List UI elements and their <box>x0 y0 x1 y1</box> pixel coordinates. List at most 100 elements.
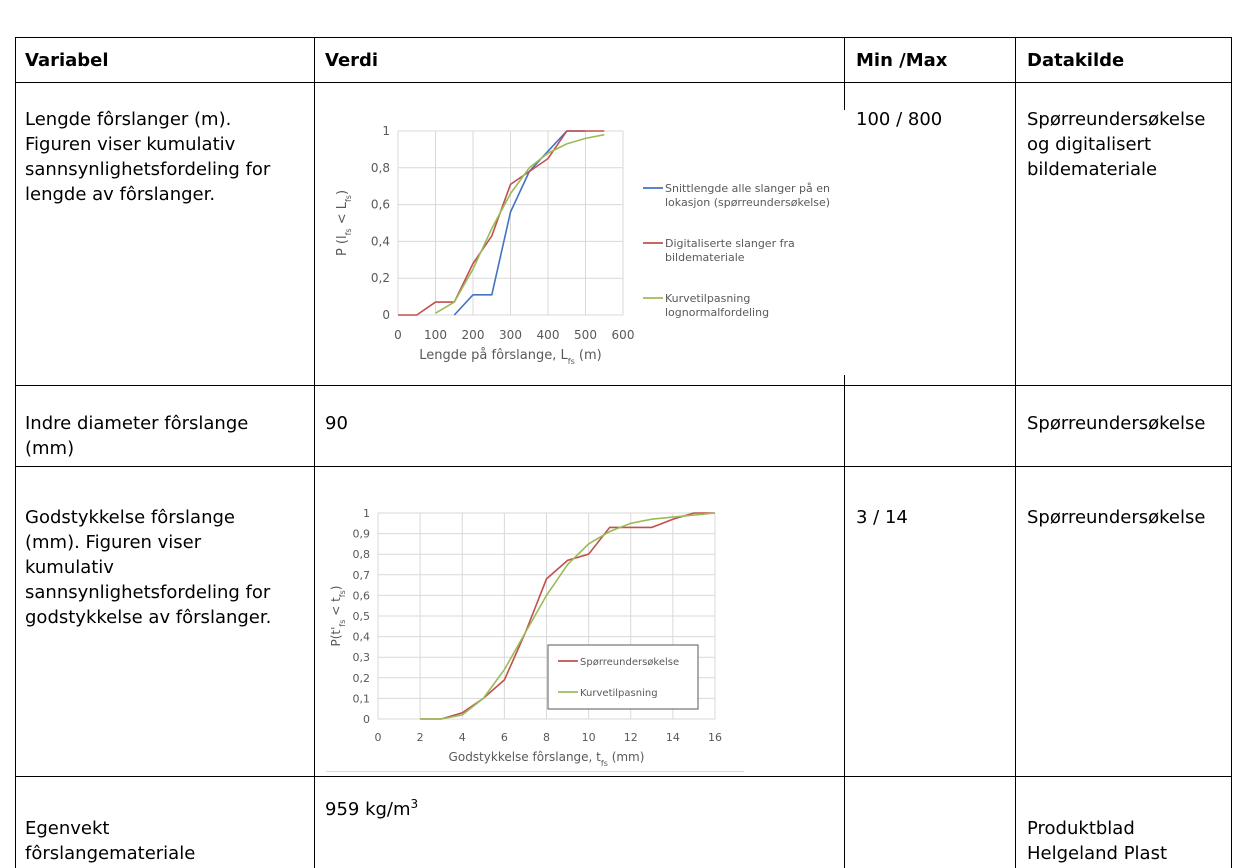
x-tick-label: 14 <box>666 731 680 744</box>
legend-label: Spørreundersøkelse <box>580 657 679 668</box>
row-4-datakilde-line: Produktblad <box>1027 818 1135 839</box>
y-tick-label: 0,6 <box>353 589 371 602</box>
x-axis-label: Godstykkelse fôrslange, tfs (mm) <box>449 750 645 768</box>
row-3-minmax: 3 / 14 <box>856 507 908 528</box>
legend-box <box>547 644 699 710</box>
y-tick-label: 0,2 <box>371 271 390 285</box>
row-4-datakilde: Produktblad Helgeland Plast <box>1027 816 1227 866</box>
column-divider-1 <box>314 37 315 868</box>
legend-label: Kurvetilpasning <box>665 292 750 305</box>
series-line-2 <box>398 130 605 316</box>
row-2-variabel-line: Indre diameter fôrslange <box>25 413 249 434</box>
y-tick-label: 1 <box>382 124 390 138</box>
series-line-1 <box>420 512 715 720</box>
row-3-variabel-line: (mm). Figuren viser <box>25 532 202 553</box>
y-tick-label: 1 <box>363 507 370 520</box>
length-distribution-chart: 0 100 200 300 400 500 600 0 0,2 0,4 0,6 0,8 1 Lengde … <box>330 110 848 375</box>
series-line-1 <box>453 130 586 316</box>
row-1-border <box>15 385 1232 386</box>
header-row-border <box>15 82 1232 83</box>
row-2-datakilde: Spørreundersøkelse <box>1027 413 1206 434</box>
row-4-verdi: 959 kg/m3 <box>325 792 418 822</box>
row-4-verdi-value: 959 kg/m <box>325 799 411 820</box>
y-tick-label: 0 <box>382 308 390 322</box>
x-tick-label: 600 <box>612 328 635 342</box>
row-1-variabel-line: Lengde fôrslanger (m). <box>25 109 232 130</box>
legend-label: Digitaliserte slanger fra <box>665 237 795 250</box>
y-tick-label: 0,6 <box>371 198 390 212</box>
y-tick-label: 0,5 <box>353 610 371 623</box>
thickness-cdf-svg: 0 2 4 6 8 10 12 14 16 0 0,1 0,2 0,3 0,4 0,5 0,6 0,7 0,8 0,… <box>329 507 722 768</box>
row-4-datakilde-line: Helgeland Plast <box>1027 843 1168 864</box>
x-tick-label: 16 <box>708 731 722 744</box>
row-4-variabel-line: fôrslangemateriale <box>25 843 196 864</box>
chart-2-bottom-edge <box>326 771 744 772</box>
row-3-border <box>15 776 1232 777</box>
x-tick-label: 400 <box>537 328 560 342</box>
row-2-variabel: Indre diameter fôrslange (mm) <box>25 411 310 461</box>
row-3-variabel-line: godstykkelse av fôrslanger. <box>25 607 272 628</box>
row-3-datakilde: Spørreundersøkelse <box>1027 507 1206 528</box>
y-axis-label: P(t'fs < tfs) <box>329 586 347 647</box>
legend-label: lokasjon (spørreundersøkelse) <box>665 196 830 209</box>
x-axis-label: Lengde på fôrslange, Lfs (m) <box>419 348 601 366</box>
y-tick-label: 0,4 <box>353 631 371 644</box>
row-3-variabel-line: kumulativ <box>25 557 114 578</box>
legend-label: Kurvetilpasning <box>580 688 658 699</box>
x-tick-label: 100 <box>424 328 447 342</box>
table-right-border <box>1231 37 1232 868</box>
y-tick-label: 0,7 <box>353 569 371 582</box>
series-line-2 <box>420 512 716 720</box>
row-2-verdi: 90 <box>325 413 348 434</box>
row-1-datakilde-line: Spørreundersøkelse <box>1027 109 1206 130</box>
row-1-variabel-line: Figuren viser kumulativ <box>25 134 236 155</box>
table-top-border <box>15 37 1232 38</box>
column-divider-3 <box>1015 37 1016 868</box>
row-1-variabel-line: sannsynlighetsfordeling for <box>25 159 271 180</box>
row-3-variabel: Godstykkelse fôrslange (mm). Figuren vis… <box>25 505 310 630</box>
row-1-minmax: 100 / 800 <box>856 109 943 130</box>
row-4-verdi-superscript: 3 <box>410 797 419 811</box>
header-minmax: Min /Max <box>856 50 948 71</box>
legend-label: Snittlengde alle slanger på en <box>665 182 830 195</box>
row-1-datakilde-line: og digitalisert <box>1027 134 1152 155</box>
y-axis-label: P (lfs < Lfs) <box>335 190 353 256</box>
column-divider-2 <box>844 37 845 868</box>
legend-label: bildemateriale <box>665 251 745 264</box>
header-datakilde: Datakilde <box>1027 50 1125 71</box>
y-tick-label: 0,3 <box>353 651 371 664</box>
x-tick-label: 8 <box>543 731 550 744</box>
row-3-variabel-line: sannsynlighetsfordeling for <box>25 582 271 603</box>
row-1-datakilde: Spørreundersøkelse og digitalisert bilde… <box>1027 107 1227 182</box>
x-tick-label: 4 <box>459 731 466 744</box>
x-tick-label: 0 <box>394 328 402 342</box>
x-tick-label: 6 <box>501 731 508 744</box>
y-tick-label: 0 <box>363 713 370 726</box>
row-3-variabel-line: Godstykkelse fôrslange <box>25 507 235 528</box>
row-4-variabel-line: Egenvekt <box>25 818 110 839</box>
series-line-3 <box>435 133 605 314</box>
row-2-border <box>15 466 1232 467</box>
y-tick-label: 0,4 <box>371 234 390 248</box>
y-tick-label: 0,8 <box>371 161 390 175</box>
row-4-variabel: Egenvekt fôrslangemateriale <box>25 816 310 866</box>
row-1-variabel: Lengde fôrslanger (m). Figuren viser kum… <box>25 107 310 207</box>
x-tick-label: 500 <box>574 328 597 342</box>
y-tick-label: 0,8 <box>353 548 371 561</box>
row-2-variabel-line: (mm) <box>25 438 75 459</box>
header-verdi: Verdi <box>325 50 379 71</box>
x-tick-label: 200 <box>462 328 485 342</box>
row-1-datakilde-line: bildemateriale <box>1027 159 1158 180</box>
y-tick-label: 0,2 <box>353 672 371 685</box>
x-tick-label: 10 <box>582 731 596 744</box>
row-1-variabel-line: lengde av fôrslanger. <box>25 184 216 205</box>
length-cdf-svg: 0 100 200 300 400 500 600 0 0,2 0,4 0,6 0,8 1 Lengde … <box>335 124 830 366</box>
x-tick-label: 12 <box>624 731 638 744</box>
legend-label: lognormalfordeling <box>665 306 769 319</box>
x-tick-label: 0 <box>375 731 382 744</box>
y-tick-label: 0,9 <box>353 528 371 541</box>
header-variabel: Variabel <box>25 50 109 71</box>
y-tick-label: 0,1 <box>353 692 371 705</box>
x-tick-label: 300 <box>499 328 522 342</box>
x-tick-label: 2 <box>417 731 424 744</box>
